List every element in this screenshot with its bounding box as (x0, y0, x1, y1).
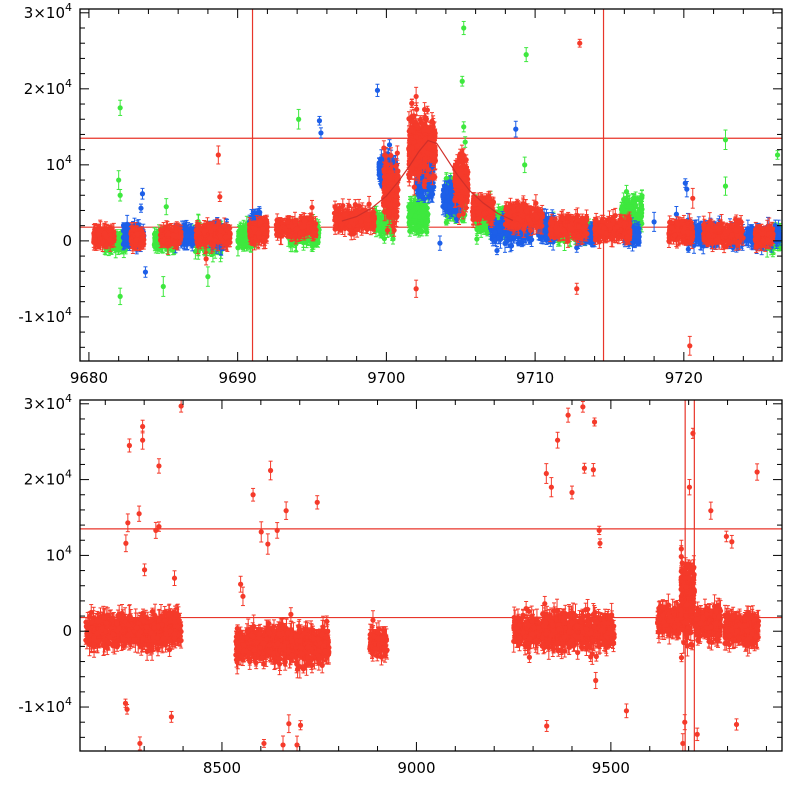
data-point-red (428, 134, 434, 141)
outlier-point-blue (138, 203, 144, 213)
outlier-point-blue (437, 235, 443, 251)
plot-area (80, 9, 782, 361)
outlier-point-green (722, 176, 729, 196)
data-point-blue (685, 245, 691, 253)
data-point-red (140, 231, 146, 238)
data-point-red (409, 99, 415, 108)
outlier-point-green (774, 150, 781, 160)
outlier-point-blue (139, 187, 146, 200)
outlier-point-green (160, 276, 166, 297)
outlier-point-green (296, 108, 302, 130)
outlier-point-green (117, 287, 123, 306)
outlier-point-blue (316, 115, 323, 126)
outlier-point-blue (318, 127, 324, 139)
outlier-point-green (163, 198, 169, 216)
outlier-point-green (461, 121, 467, 133)
outlier-point-green (722, 129, 729, 151)
outlier-point-green (459, 75, 465, 87)
data-point-red (287, 233, 294, 239)
data-point-red (423, 115, 429, 122)
outlier-point-green (116, 170, 122, 190)
outlier-point-blue (374, 83, 381, 97)
outlier-point-blue (651, 211, 657, 232)
outlier-point-green (205, 266, 211, 287)
outlier-point-green (117, 189, 123, 202)
data-point-green (113, 240, 119, 259)
outlier-point-green (522, 156, 528, 174)
outlier-point-blue (513, 120, 519, 138)
outlier-point-blue (142, 266, 149, 278)
outlier-point-green (523, 47, 529, 63)
outlier-point-green (117, 99, 123, 116)
outlier-point-green (461, 20, 467, 36)
